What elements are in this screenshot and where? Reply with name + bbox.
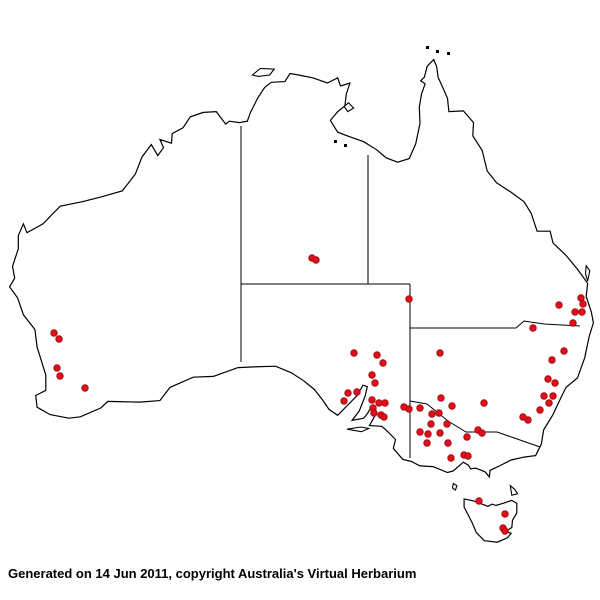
occurrence-dot <box>423 439 431 447</box>
occurrence-dot <box>81 384 89 392</box>
occurrence-dot <box>381 399 389 407</box>
occurrence-dot <box>529 324 537 332</box>
small-island-speck <box>436 50 439 53</box>
occurrence-dot <box>350 349 358 357</box>
occurrence-dot <box>368 396 376 404</box>
map-caption: Generated on 14 Jun 2011, copyright Aust… <box>8 566 417 581</box>
island-outline <box>251 67 276 77</box>
occurrence-dot <box>424 430 432 438</box>
island-outline <box>343 102 355 113</box>
occurrence-dot <box>578 308 586 316</box>
island-outline <box>451 482 458 491</box>
occurrence-dot <box>443 420 451 428</box>
occurrence-dot <box>437 394 445 402</box>
occurrence-dot <box>436 349 444 357</box>
occurrence-dot <box>464 452 472 460</box>
occurrence-dot <box>478 429 486 437</box>
occurrence-dot <box>312 256 320 264</box>
occurrence-dot <box>435 409 443 417</box>
occurrence-dot <box>380 413 388 421</box>
occurrence-dot <box>551 379 559 387</box>
mainland-outline <box>8 58 595 479</box>
occurrence-dot <box>545 399 553 407</box>
occurrence-dot <box>540 392 548 400</box>
occurrence-dot <box>340 397 348 405</box>
occurrence-dot <box>524 416 532 424</box>
occurrence-dot <box>344 389 352 397</box>
occurrence-dot <box>436 429 444 437</box>
occurrence-dot <box>427 420 435 428</box>
tasmania-outline <box>463 498 518 543</box>
occurrence-dot <box>560 347 568 355</box>
small-island-speck <box>334 140 337 143</box>
occurrence-dot <box>569 319 577 327</box>
occurrence-dot <box>544 375 552 383</box>
occurrence-dot <box>370 409 378 417</box>
occurrence-dot <box>353 388 361 396</box>
occurrence-dot <box>50 329 58 337</box>
occurrence-dot <box>548 356 556 364</box>
occurrence-dot <box>405 295 413 303</box>
occurrence-dot <box>444 439 452 447</box>
island-outline <box>509 484 519 496</box>
small-island-speck <box>344 144 347 147</box>
occurrence-dot <box>571 308 579 316</box>
occurrence-dot <box>501 510 509 518</box>
small-island-speck <box>426 46 429 49</box>
occurrence-dot <box>55 335 63 343</box>
state-border <box>410 320 581 329</box>
occurrence-dot <box>448 402 456 410</box>
occurrence-dot <box>428 410 436 418</box>
occurrence-dot <box>501 527 509 535</box>
occurrence-dot <box>549 392 557 400</box>
state-border <box>409 400 541 448</box>
occurrence-dot <box>53 364 61 372</box>
occurrence-dot <box>416 428 424 436</box>
occurrence-dot <box>405 405 413 413</box>
occurrence-dot <box>577 294 585 302</box>
occurrence-dot <box>371 379 379 387</box>
island-outline <box>584 264 591 282</box>
small-island-speck <box>447 52 450 55</box>
occurrence-dot <box>475 497 483 505</box>
occurrence-dot <box>373 351 381 359</box>
occurrence-dot <box>555 301 563 309</box>
occurrence-dot <box>56 372 64 380</box>
occurrence-dot <box>480 399 488 407</box>
occurrence-dot <box>416 404 424 412</box>
occurrence-dot <box>379 359 387 367</box>
occurrence-dot <box>579 300 587 308</box>
occurrence-dot <box>463 433 471 441</box>
occurrence-dot <box>375 399 383 407</box>
island-outline <box>346 426 371 433</box>
occurrence-dot <box>368 371 376 379</box>
occurrence-dot <box>536 406 544 414</box>
occurrence-dot <box>447 454 455 462</box>
